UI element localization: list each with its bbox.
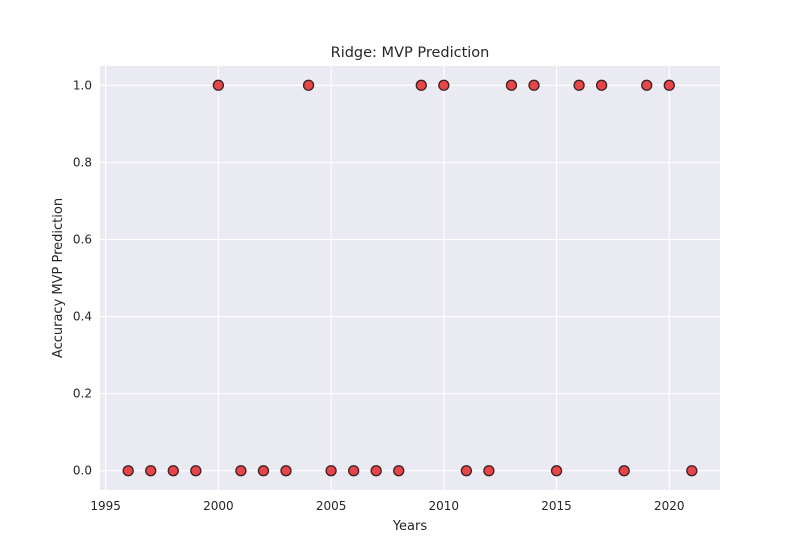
data-point bbox=[415, 79, 427, 91]
x-tick-label: 2015 bbox=[541, 499, 572, 513]
data-point bbox=[235, 465, 247, 477]
y-tick-label: 1.0 bbox=[73, 78, 92, 92]
data-point bbox=[347, 465, 360, 477]
data-point bbox=[122, 465, 134, 477]
data-point bbox=[618, 465, 630, 477]
x-tick-label: 2010 bbox=[429, 499, 460, 513]
data-point bbox=[325, 465, 337, 477]
data-point bbox=[460, 465, 473, 477]
y-tick-label: 0.8 bbox=[73, 155, 92, 169]
y-tick-label: 0.2 bbox=[73, 387, 92, 401]
grid-lines bbox=[100, 66, 720, 490]
data-point bbox=[505, 79, 518, 91]
data-point bbox=[280, 465, 292, 477]
data-point bbox=[663, 79, 675, 91]
data-point bbox=[302, 79, 315, 91]
data-point bbox=[641, 79, 653, 91]
data-point bbox=[573, 79, 585, 91]
x-tick-label: 2005 bbox=[316, 499, 347, 513]
data-points bbox=[122, 79, 698, 477]
data-point bbox=[686, 465, 698, 477]
data-point bbox=[595, 79, 608, 91]
x-tick-label: 2020 bbox=[654, 499, 685, 513]
data-point bbox=[438, 79, 450, 91]
data-point bbox=[212, 79, 225, 91]
data-point bbox=[370, 465, 382, 477]
data-point bbox=[145, 465, 157, 477]
data-point bbox=[167, 465, 179, 477]
plot-area bbox=[100, 66, 720, 490]
tick-labels: 1995 2000 2005 2010 2015 2020 0.0 0.2 0.4 0.6 0.8 1… bbox=[73, 78, 685, 513]
data-point bbox=[528, 79, 540, 91]
y-tick-label: 0.6 bbox=[73, 232, 92, 246]
x-tick-label: 1995 bbox=[90, 499, 121, 513]
y-axis-label: Accuracy MVP Prediction bbox=[51, 198, 66, 358]
data-point bbox=[190, 465, 202, 477]
x-axis-label: Years bbox=[392, 519, 428, 534]
data-point bbox=[550, 465, 563, 477]
y-tick-label: 0.0 bbox=[73, 464, 92, 478]
data-point bbox=[393, 465, 405, 477]
chart-title: Ridge: MVP Prediction bbox=[331, 45, 490, 61]
x-tick-label: 2000 bbox=[203, 499, 234, 513]
y-tick-label: 0.4 bbox=[73, 310, 92, 324]
data-point bbox=[483, 465, 495, 477]
data-point bbox=[257, 465, 270, 477]
